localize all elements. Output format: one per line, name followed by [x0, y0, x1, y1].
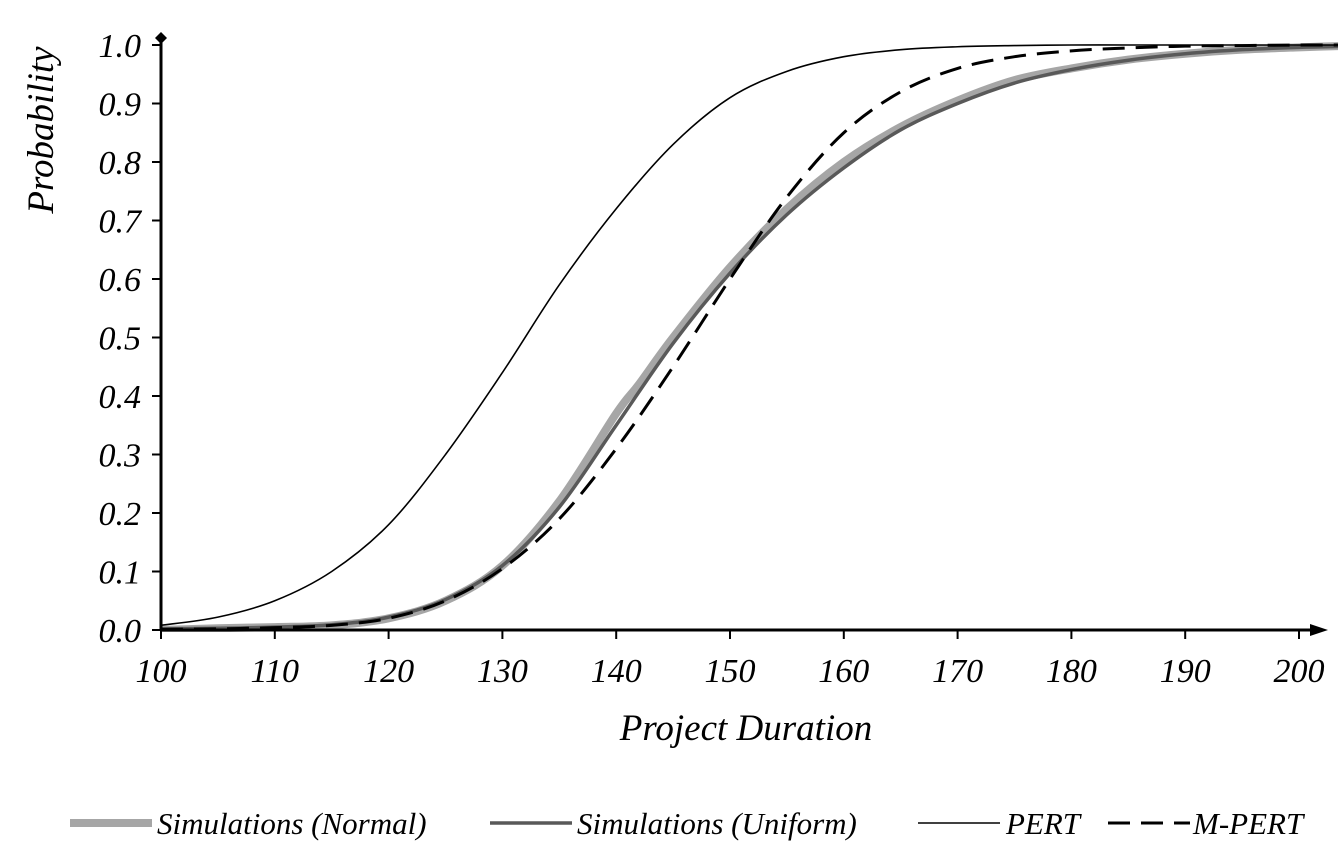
y-tick-label: 0.8	[99, 145, 142, 182]
y-tick-label: 0.6	[99, 262, 142, 299]
legend-label: M-PERT	[1192, 806, 1306, 841]
x-tick-label: 170	[932, 653, 983, 690]
series-line-pert	[161, 44, 1338, 627]
x-tick-label: 110	[251, 653, 299, 690]
x-tick-label: 160	[818, 653, 869, 690]
y-axis-arrow	[155, 32, 167, 44]
x-tick-label: 200	[1274, 653, 1325, 690]
legend-label: Simulations (Uniform)	[577, 806, 857, 841]
y-tick-label: 0.3	[99, 438, 142, 475]
y-tick-label: 0.9	[99, 87, 142, 124]
x-tick-label: 180	[1046, 653, 1097, 690]
y-tick-label: 0.5	[99, 321, 142, 358]
series-line-m-pert	[161, 43, 1338, 631]
x-tick-label: 100	[136, 653, 187, 690]
x-tick-label: 120	[363, 653, 414, 690]
x-tick-label: 190	[1160, 653, 1211, 690]
y-tick-label: 0.0	[99, 613, 142, 650]
y-tick-label: 0.2	[99, 496, 142, 533]
series-line-simulations-normal	[161, 42, 1338, 632]
series-layer	[161, 42, 1338, 632]
series-line-simulations-uniform	[161, 44, 1338, 631]
x-tick-label: 140	[591, 653, 642, 690]
y-tick-label: 0.7	[99, 204, 144, 241]
y-tick-label: 0.1	[99, 555, 142, 592]
legend-label: Simulations (Normal)	[157, 806, 427, 841]
axes-layer	[155, 32, 1328, 636]
legend: Simulations (Normal) Simulations (Uniform…	[70, 806, 1306, 841]
x-axis-title: Project Duration	[619, 708, 872, 749]
x-axis-arrow	[1310, 624, 1328, 636]
x-tick-label: 130	[477, 653, 528, 690]
y-tick-label: 0.4	[99, 379, 142, 416]
y-axis-title: Probability	[21, 46, 62, 215]
legend-label: PERT	[1005, 806, 1083, 841]
y-tick-label: 1.0	[99, 28, 142, 65]
ticks-layer: 100 110 120 130 140 150 160 170 180 190 200 0.0 0.1 0…	[99, 28, 1325, 690]
x-tick-label: 150	[705, 653, 756, 690]
